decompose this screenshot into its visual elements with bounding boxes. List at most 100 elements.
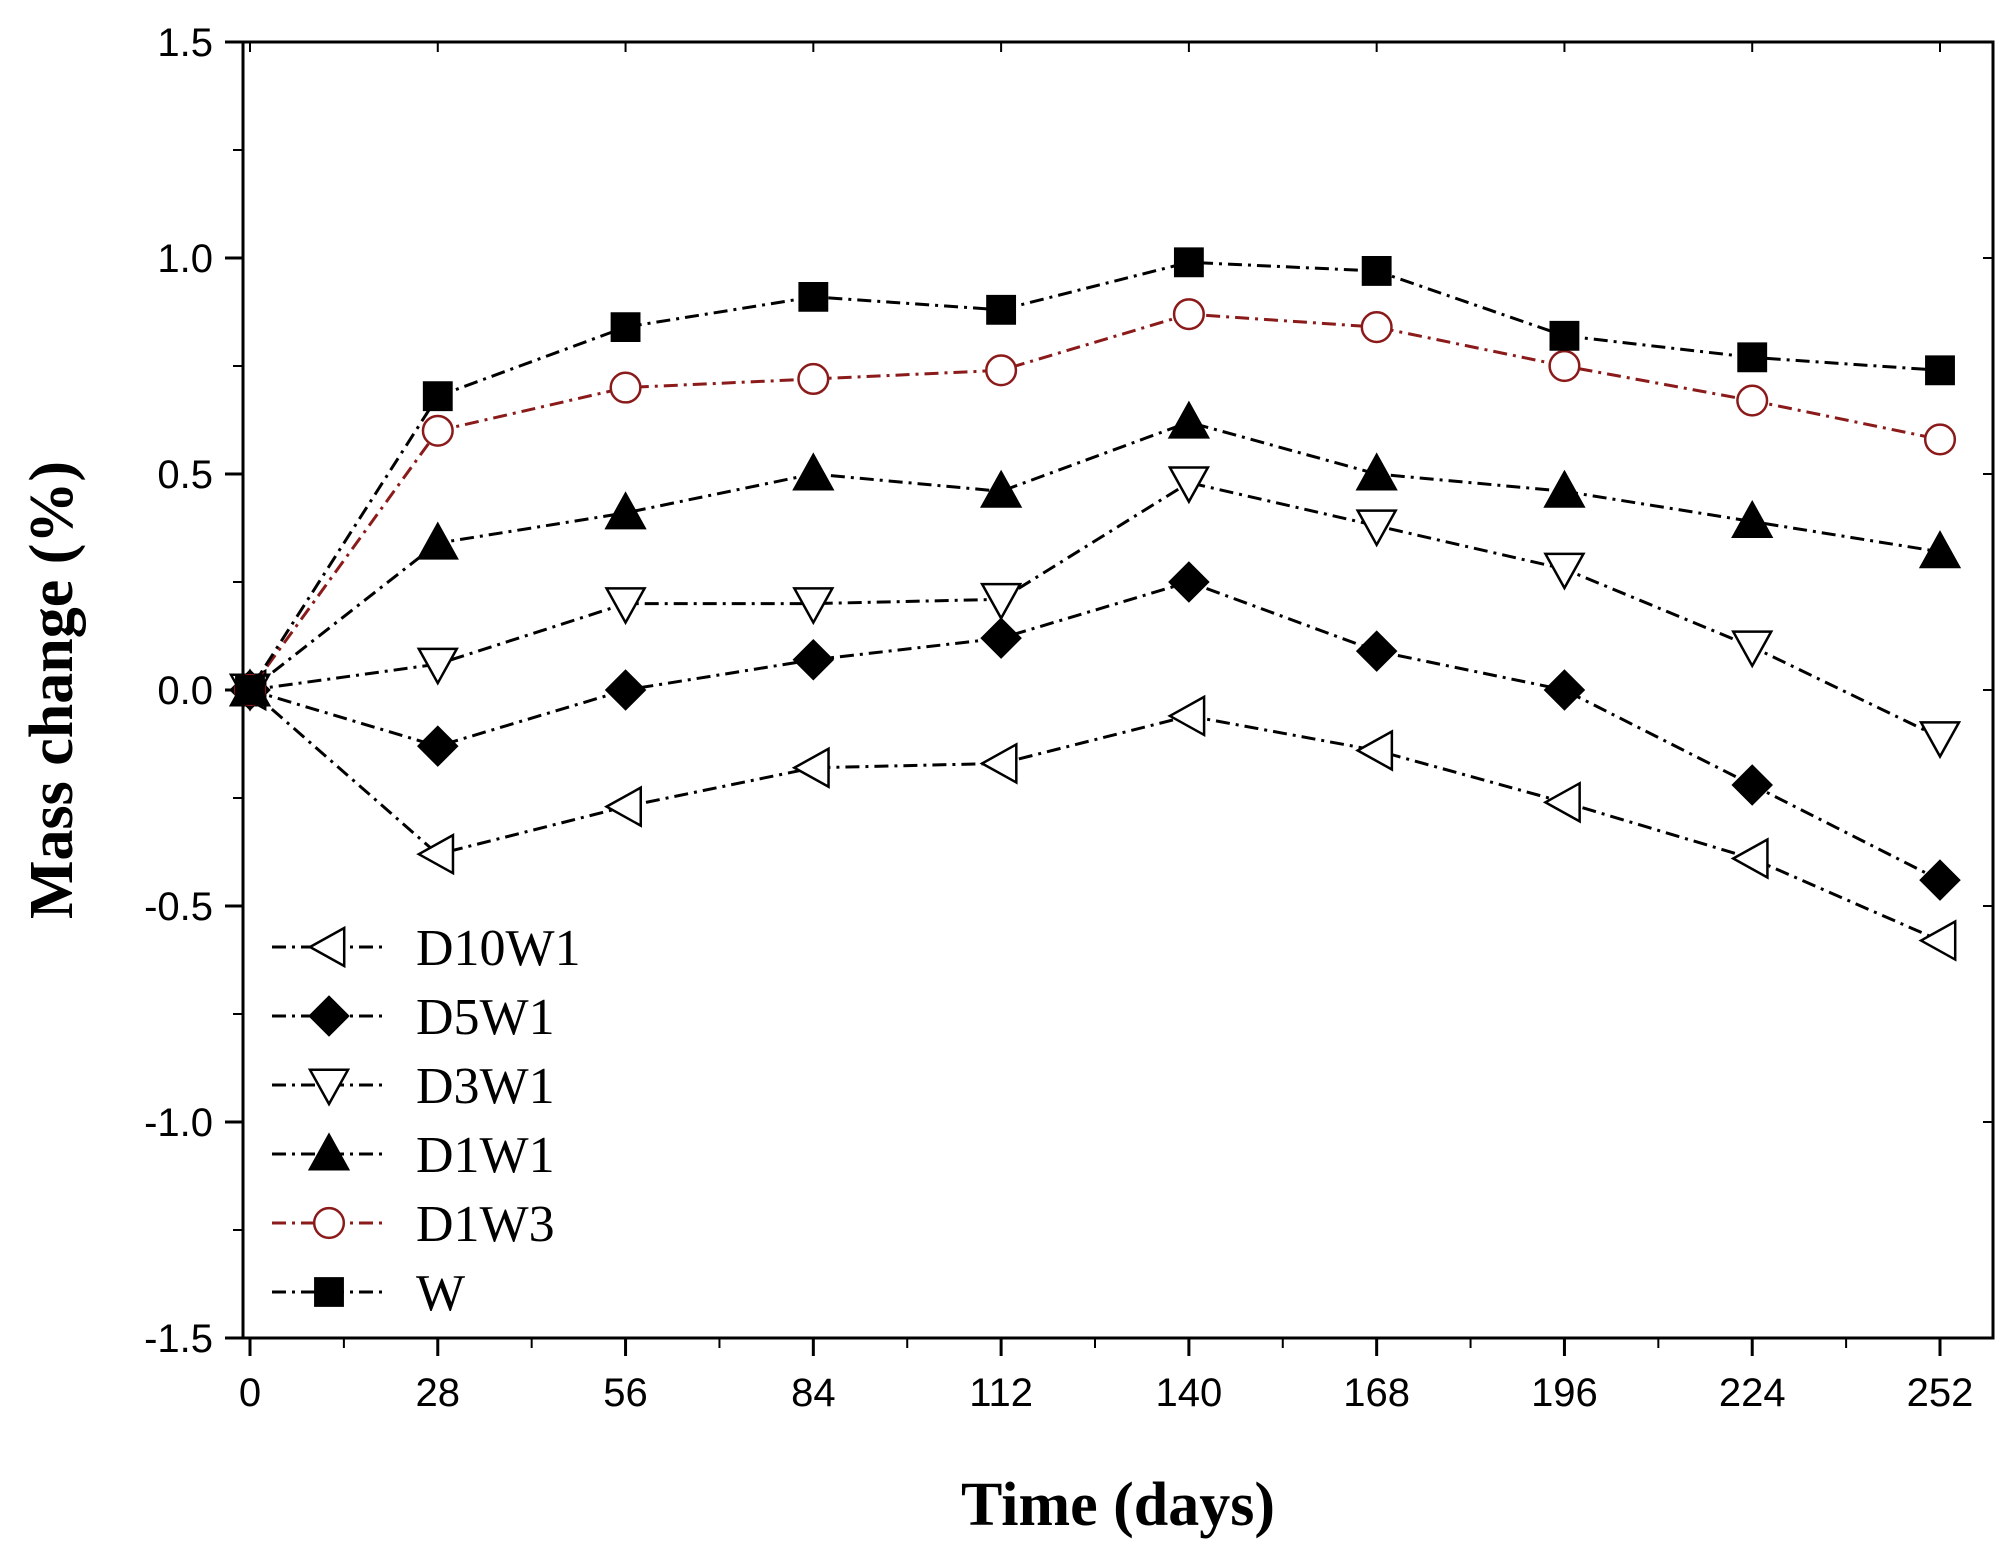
data-point-d3w1 <box>792 587 835 626</box>
x-tick-label: 196 <box>1531 1371 1598 1415</box>
y-tick-label: 0.0 <box>157 669 213 713</box>
legend-marker-d5w1 <box>308 995 350 1037</box>
legend-item-w: W <box>272 1265 465 1322</box>
data-point-d3w1 <box>979 582 1023 621</box>
data-point-d10w1 <box>1730 837 1769 880</box>
legend-label-w: W <box>416 1265 465 1322</box>
y-tick-label: 0.5 <box>157 453 213 497</box>
y-axis-title: Mass change (%) <box>18 461 86 919</box>
series-d5w1 <box>229 561 1961 901</box>
legend-item-d5w1: D5W1 <box>272 989 555 1046</box>
y-tick-label: -1.0 <box>144 1101 213 1145</box>
data-point-d10w1 <box>1355 729 1394 772</box>
legend-marker-w <box>314 1277 344 1307</box>
series-w <box>235 247 1955 705</box>
data-point-w <box>1173 247 1204 278</box>
y-tick-label: 1.0 <box>157 237 213 281</box>
legend-marker-d1w1 <box>307 1132 351 1171</box>
legend-label-d1w1: D1W1 <box>416 1127 555 1184</box>
data-point-d1w1 <box>1918 530 1962 569</box>
data-point-d1w3 <box>609 371 642 404</box>
x-tick-label: 168 <box>1343 1371 1410 1415</box>
data-point-w <box>1361 256 1392 286</box>
series-line-d10w1 <box>249 688 1941 942</box>
data-point-d1w1 <box>416 521 459 560</box>
data-point-w <box>1737 342 1768 373</box>
data-point-d1w3 <box>1736 384 1769 417</box>
data-point-d5w1 <box>792 638 835 681</box>
data-point-d1w1 <box>1543 469 1586 508</box>
data-point-d3w1 <box>604 587 647 626</box>
x-tick-label: 56 <box>603 1371 648 1415</box>
series-line-d3w1 <box>249 480 1941 739</box>
data-point-d3w1 <box>416 647 459 686</box>
series-line-d1w1 <box>249 420 1941 692</box>
x-tick-label: 28 <box>416 1371 461 1415</box>
series-d1w3 <box>233 298 1957 707</box>
data-point-d1w3 <box>797 362 830 396</box>
data-point-d1w1 <box>792 452 835 491</box>
data-point-d10w1 <box>416 833 455 876</box>
legend-item-d3w1: D3W1 <box>272 1058 555 1115</box>
legend-item-d10w1: D10W1 <box>272 920 581 977</box>
data-point-d1w3 <box>985 354 1018 387</box>
data-point-d5w1 <box>1543 669 1586 711</box>
x-axis-title: Time (days) <box>961 1471 1275 1539</box>
x-tick-label: 0 <box>239 1371 261 1415</box>
legend-label-d1w3: D1W3 <box>416 1196 555 1253</box>
data-point-d1w3 <box>421 414 454 447</box>
data-point-d3w1 <box>1167 466 1211 505</box>
data-point-d10w1 <box>979 742 1018 785</box>
series-group <box>228 247 1962 962</box>
data-point-w <box>422 381 453 412</box>
data-point-d3w1 <box>1731 630 1774 669</box>
data-point-d1w3 <box>1360 311 1393 344</box>
x-tick-label: 84 <box>791 1371 836 1415</box>
data-point-d3w1 <box>1355 509 1398 548</box>
legend-marker-d1w3 <box>312 1206 346 1240</box>
data-point-d1w1 <box>1731 499 1774 538</box>
data-point-d10w1 <box>1918 919 1957 962</box>
data-point-w <box>610 312 641 343</box>
data-point-d1w3 <box>1172 298 1205 331</box>
legend-marker-d10w1 <box>307 925 346 969</box>
legend-item-d1w1: D1W1 <box>272 1127 555 1184</box>
x-tick-label: 224 <box>1719 1371 1786 1415</box>
data-point-w <box>1549 320 1580 351</box>
series-line-d1w3 <box>248 312 1941 691</box>
data-point-d1w1 <box>604 491 647 530</box>
x-tick-label: 252 <box>1907 1371 1974 1415</box>
data-point-d5w1 <box>980 617 1022 659</box>
legend: D10W1 D5W1 D3W1 D1W1 D1W3 W <box>272 920 581 1322</box>
data-point-d1w1 <box>1167 400 1211 439</box>
legend-label-d3w1: D3W1 <box>416 1058 555 1115</box>
data-point-w <box>986 294 1017 325</box>
data-point-d5w1 <box>604 669 647 711</box>
series-line-w <box>248 260 1941 691</box>
data-point-w <box>235 675 265 705</box>
x-tick-label: 112 <box>969 1371 1033 1415</box>
data-point-w <box>1925 355 1955 386</box>
x-tick-label: 140 <box>1156 1371 1223 1415</box>
legend-item-d1w3: D1W3 <box>272 1196 555 1253</box>
series-line-d5w1 <box>249 580 1941 882</box>
legend-label-d10w1: D10W1 <box>416 920 581 977</box>
data-point-d10w1 <box>603 785 643 828</box>
data-point-w <box>798 281 829 312</box>
series-d1w1 <box>228 400 1962 707</box>
data-point-d5w1 <box>1355 630 1398 672</box>
data-point-d1w3 <box>1548 349 1581 383</box>
data-point-d10w1 <box>1167 694 1206 738</box>
data-point-d5w1 <box>1168 561 1210 603</box>
data-point-d1w3 <box>1923 423 1957 456</box>
data-point-d5w1 <box>417 725 459 767</box>
data-point-d10w1 <box>1542 781 1581 824</box>
data-point-d3w1 <box>1918 721 1962 760</box>
data-point-d3w1 <box>1543 552 1586 591</box>
data-point-d1w1 <box>1355 452 1398 491</box>
data-point-d1w1 <box>979 469 1023 508</box>
y-tick-label: -0.5 <box>144 885 213 929</box>
data-point-d5w1 <box>1731 764 1773 806</box>
legend-label-d5w1: D5W1 <box>416 989 555 1046</box>
